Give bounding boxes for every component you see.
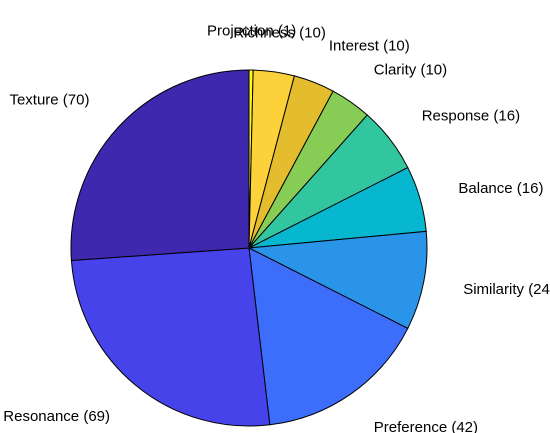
pie-slices [70, 69, 428, 427]
pie-slice-similarity [247, 230, 428, 330]
pie-slice-preference [248, 247, 409, 426]
pie-label-texture: Texture (70) [9, 92, 89, 109]
pie-label-richness: Richness (10) [233, 24, 326, 41]
pie-label-clarity: Clarity (10) [374, 62, 447, 79]
pie-label-interest: Interest (10) [329, 37, 410, 54]
pie-label-resonance: Resonance (69) [3, 408, 110, 425]
pie-label-projection: Projection (1) [207, 22, 296, 39]
pie-labels: Projection (1)Richness (10)Interest (10)… [3, 22, 550, 433]
pie-label-similarity: Similarity (24) [463, 281, 550, 298]
pie-label-preference: Preference (42) [374, 419, 478, 433]
pie-label-response: Response (16) [422, 107, 520, 124]
pie-slice-texture [70, 69, 250, 262]
pie-label-balance: Balance (16) [458, 180, 543, 197]
pie-slice-resonance [70, 247, 271, 427]
